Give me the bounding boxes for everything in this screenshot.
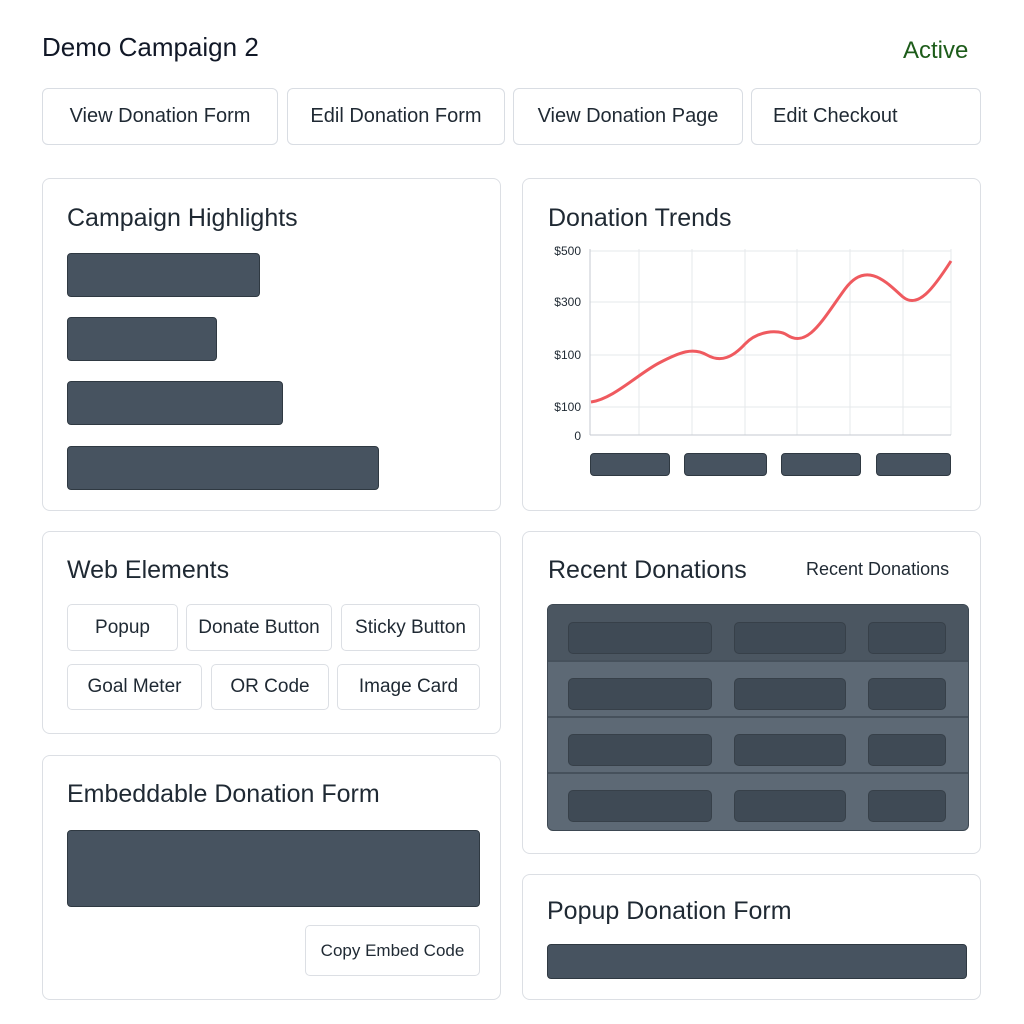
goal-meter-element-button[interactable]: Goal Meter xyxy=(67,664,202,710)
donate-button-element-button[interactable]: Donate Button xyxy=(186,604,332,651)
web-elements-panel: Web Elements Popup Donate Button Sticky … xyxy=(42,531,501,734)
recent-donations-link[interactable]: Recent Donations xyxy=(806,559,950,579)
campaign-highlights-title: Campaign Highlights xyxy=(67,204,298,232)
copy-embed-code-button[interactable]: Copy Embed Code xyxy=(305,925,480,976)
recent-donations-title: Recent Donations xyxy=(548,556,747,584)
view-donation-form-button[interactable]: View Donation Form xyxy=(42,88,278,145)
y-tick-label: $300 xyxy=(554,295,581,309)
donation-trends-title: Donation Trends xyxy=(548,204,732,232)
highlight-bar xyxy=(67,446,379,490)
campaign-highlights-panel: Campaign Highlights xyxy=(42,178,501,511)
popup-form-preview xyxy=(547,944,967,979)
trend-line xyxy=(590,260,953,404)
y-tick-label: 0 xyxy=(574,429,581,443)
web-elements-title: Web Elements xyxy=(67,556,230,584)
chart-grid xyxy=(590,249,952,435)
popup-form-title: Popup Donation Form xyxy=(547,897,792,925)
highlight-bar xyxy=(67,381,283,425)
qr-code-element-button[interactable]: OR Code xyxy=(211,664,329,710)
donations-table xyxy=(547,604,969,831)
popup-form-panel: Popup Donation Form xyxy=(522,874,981,1000)
x-axis-placeholder xyxy=(781,453,861,476)
y-tick-label: $100 xyxy=(554,348,581,362)
page-title: Demo Campaign 2 xyxy=(42,32,259,62)
table-row xyxy=(548,773,968,828)
popup-element-button[interactable]: Popup xyxy=(67,604,178,651)
recent-donations-panel: Recent Donations Recent Donations xyxy=(522,531,981,854)
edit-checkout-button[interactable]: Edit Checkout xyxy=(751,88,981,145)
y-tick-label: $100 xyxy=(554,400,581,414)
image-card-element-button[interactable]: Image Card xyxy=(337,664,480,710)
trend-chart xyxy=(589,249,953,436)
y-tick-label: $500 xyxy=(554,244,581,258)
sticky-button-element-button[interactable]: Sticky Button xyxy=(341,604,480,651)
donation-trends-panel: Donation Trends $500 $300 $100 $100 0 xyxy=(522,178,981,511)
embeddable-form-panel: Embeddable Donation Form Copy Embed Code xyxy=(42,755,501,1000)
x-axis-placeholder xyxy=(876,453,951,476)
table-row xyxy=(548,661,968,718)
status-badge: Active xyxy=(903,37,969,64)
x-axis-placeholder xyxy=(590,453,670,476)
view-donation-page-button[interactable]: View Donation Page xyxy=(513,88,743,145)
highlight-bar xyxy=(67,253,260,297)
embeddable-form-title: Embeddable Donation Form xyxy=(67,780,380,808)
table-header-row xyxy=(548,605,968,662)
x-axis-placeholder xyxy=(684,453,767,476)
embed-form-preview xyxy=(67,830,480,907)
edit-donation-form-button[interactable]: Edil Donation Form xyxy=(287,88,505,145)
table-row xyxy=(548,717,968,774)
highlight-bar xyxy=(67,317,217,361)
